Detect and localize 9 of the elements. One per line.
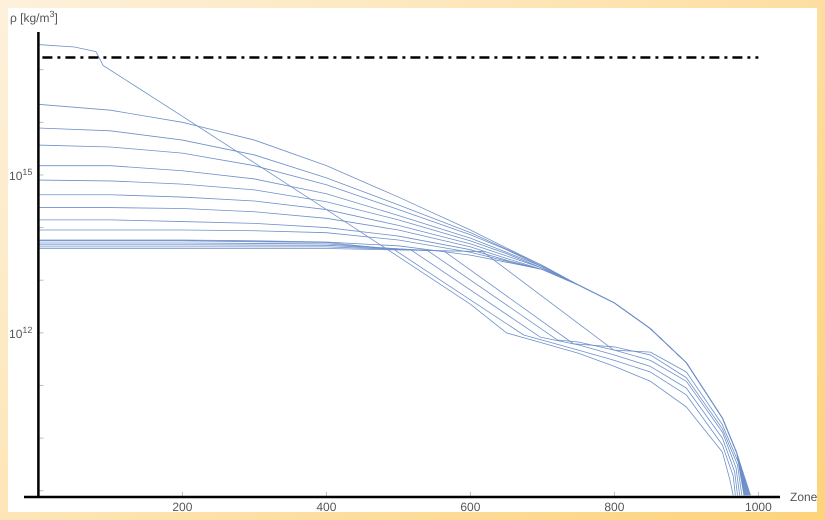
x-tick-label: 800 — [604, 500, 625, 514]
x-axis-title: Zone — [790, 490, 818, 504]
y-tick-label: 10$^{15}$ — [9, 166, 32, 183]
x-tick-label: 1000 — [745, 500, 772, 514]
x-tick-label: 200 — [172, 500, 193, 514]
y-axis-title: ρ [kg/m$^{3}$] — [10, 9, 58, 25]
y-tick-label: 10$^{12}$ — [9, 324, 32, 341]
x-tick-label: 400 — [316, 500, 337, 514]
x-tick-label: 600 — [460, 500, 481, 514]
